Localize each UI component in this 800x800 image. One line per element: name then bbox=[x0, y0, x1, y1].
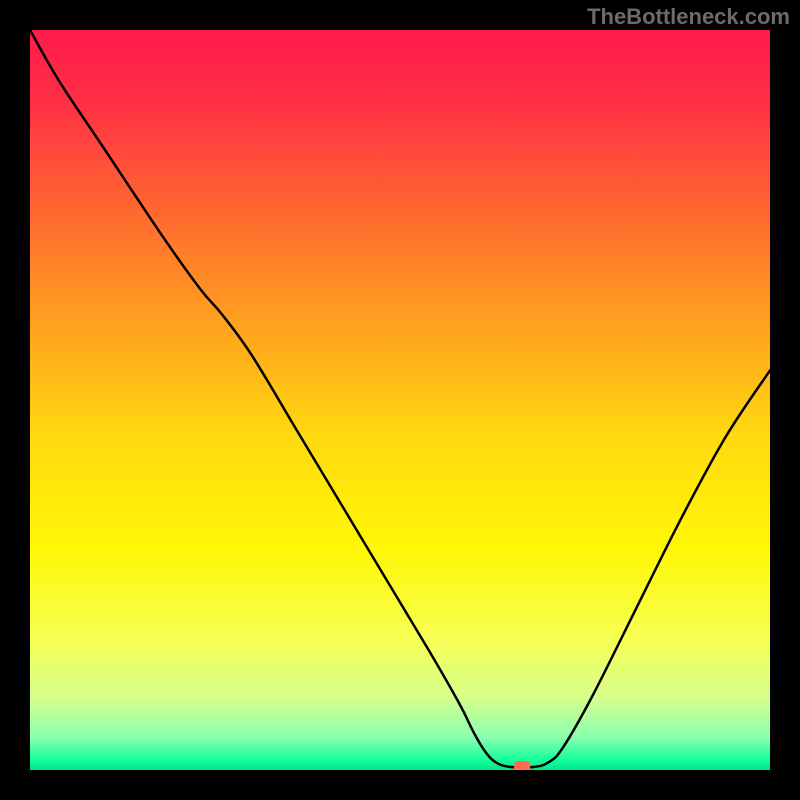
watermark-text: TheBottleneck.com bbox=[587, 4, 790, 30]
optimal-marker bbox=[514, 761, 530, 770]
gradient-background bbox=[30, 30, 770, 770]
bottleneck-chart bbox=[30, 30, 770, 770]
